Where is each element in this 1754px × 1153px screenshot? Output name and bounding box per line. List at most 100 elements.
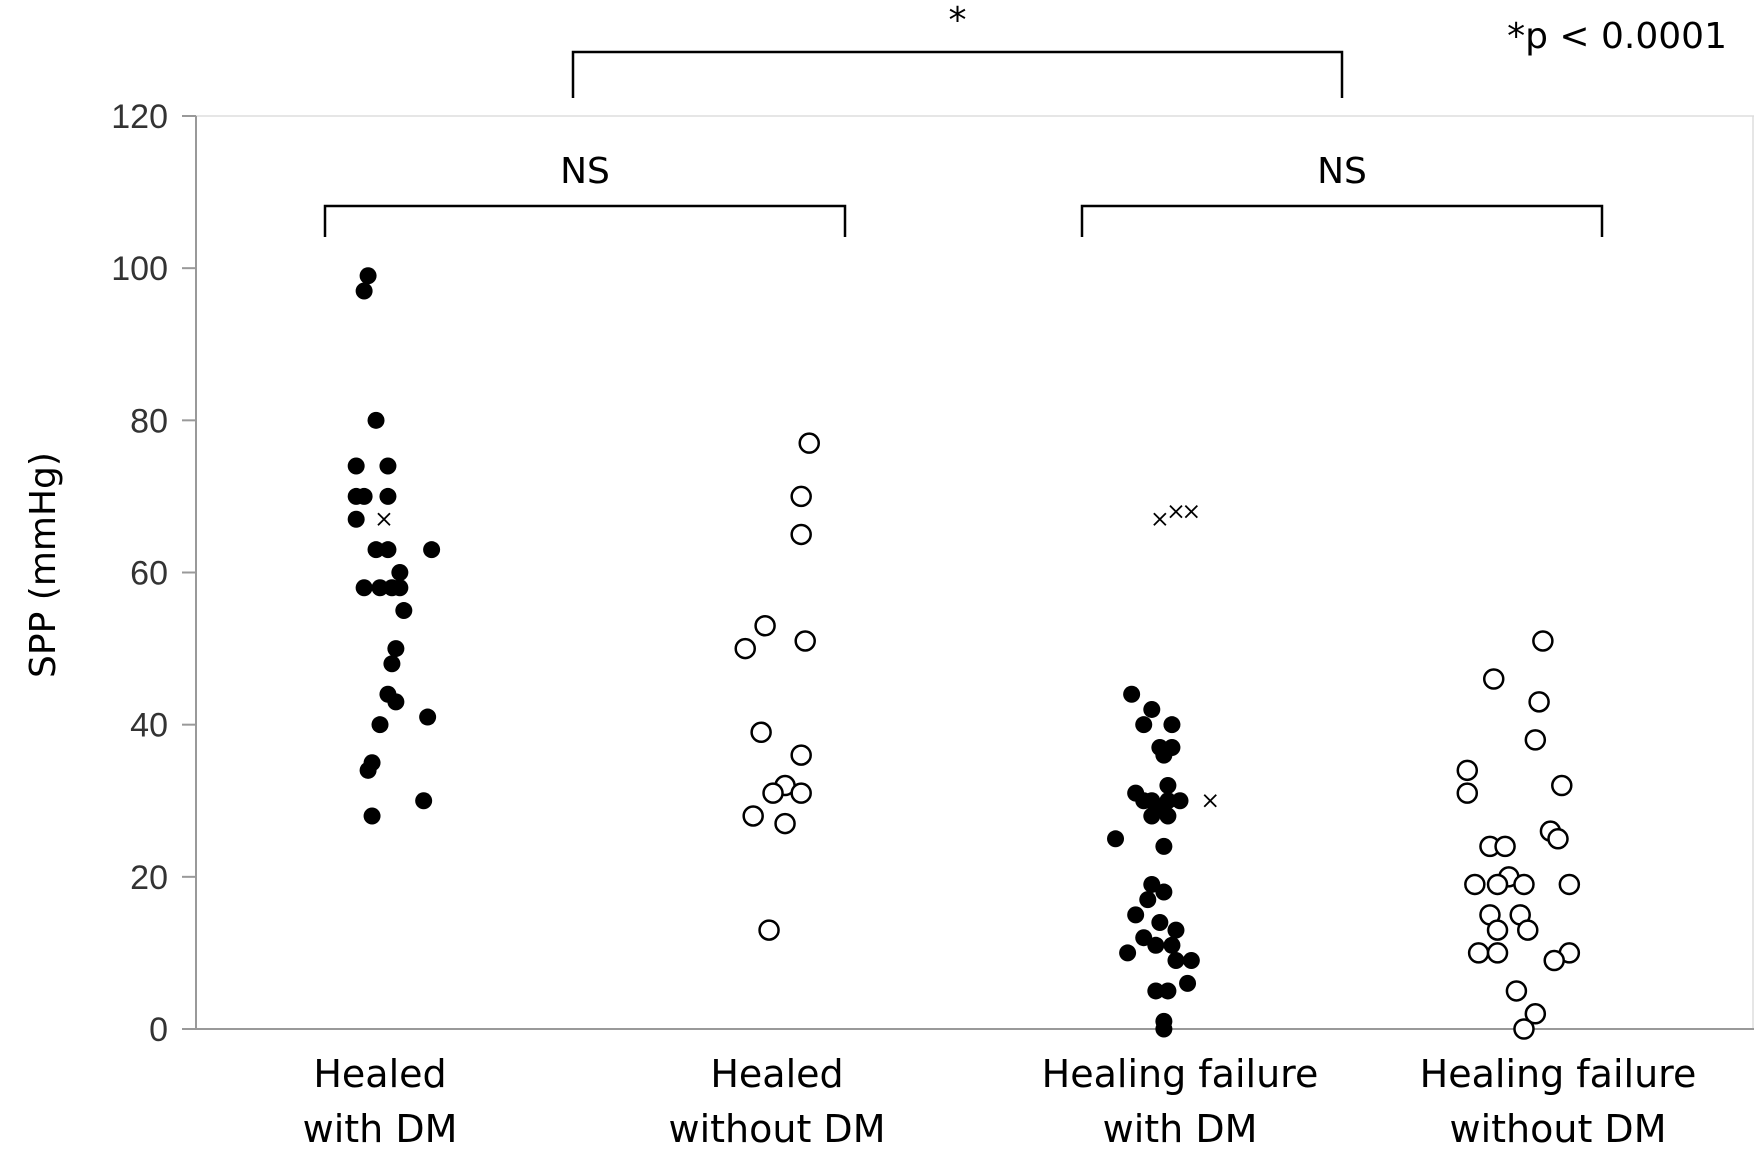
filled-point: [1135, 716, 1153, 734]
filled-point: [1155, 1020, 1173, 1038]
filled-point: [1139, 891, 1157, 909]
open-point: [1486, 919, 1509, 941]
open-point: [1558, 873, 1581, 896]
x-category-label-line1: Healing failure: [1042, 1052, 1319, 1096]
filled-point: [383, 655, 401, 673]
significance-bracket: [323, 204, 847, 237]
open-point: [1528, 691, 1550, 713]
filled-point: [1163, 936, 1181, 954]
open-point: [1494, 835, 1516, 858]
filled-point: [1151, 913, 1169, 931]
filled-point: [367, 541, 385, 559]
open-point: [774, 812, 796, 835]
filled-point: [359, 761, 377, 779]
filled-point: [1155, 746, 1173, 764]
y-axis: 0 20 40 60 80 100 120: [111, 98, 197, 1049]
filled-point: [1147, 982, 1165, 1000]
x-category-label-line2: without DM: [669, 1107, 886, 1151]
filled-point: [1159, 777, 1177, 795]
x-axis: Healed with DM Healed without DM Healing fai…: [196, 1028, 1754, 1151]
filled-point: [1143, 807, 1161, 825]
x-category-label-line2: with DM: [1103, 1107, 1258, 1151]
open-point: [1513, 1018, 1535, 1040]
filled-point: [1182, 952, 1200, 970]
significance-bracket: [571, 50, 1344, 98]
data-points: [347, 267, 1581, 1040]
significance-brackets: NS NS *: [323, 0, 1604, 237]
cross-point: [1184, 504, 1198, 519]
filled-point: [1155, 883, 1173, 901]
filled-point: [419, 708, 437, 726]
y-tick-label: 0: [149, 1011, 168, 1049]
filled-point: [1143, 700, 1161, 718]
open-point: [1543, 949, 1565, 972]
filled-point: [347, 510, 365, 528]
y-tick-label: 120: [111, 98, 168, 136]
x-category-label-line1: Healed: [313, 1052, 446, 1096]
cross-point: [377, 512, 391, 526]
filled-point: [391, 579, 409, 597]
filled-point: [1155, 837, 1173, 855]
filled-point: [387, 640, 405, 658]
open-point: [750, 721, 772, 744]
open-point: [1456, 782, 1479, 804]
open-point: [754, 615, 776, 637]
filled-point: [1179, 974, 1197, 992]
significance-label: NS: [1317, 151, 1367, 192]
open-point: [1467, 942, 1490, 964]
x-category-label-line1: Healed: [710, 1052, 843, 1096]
filled-point: [359, 267, 377, 285]
filled-point: [1107, 830, 1125, 848]
cross-stroke: [1184, 504, 1198, 519]
open-point: [1517, 919, 1539, 941]
filled-point: [1135, 929, 1153, 947]
cross-point: [1169, 504, 1183, 519]
plot-frame: [196, 115, 1754, 1029]
open-point: [798, 432, 820, 454]
y-tick-label: 40: [130, 707, 168, 745]
y-tick-label: 20: [130, 859, 168, 897]
filled-point: [1119, 944, 1137, 962]
x-category-label-line1: Healing failure: [1420, 1052, 1697, 1096]
open-point: [1482, 668, 1505, 690]
filled-point: [379, 457, 397, 475]
significance-label: *: [949, 0, 967, 41]
filled-point: [371, 716, 389, 734]
cross-stroke: [1153, 512, 1167, 526]
filled-point: [1167, 921, 1185, 939]
filled-point: [387, 693, 405, 711]
cross-stroke: [377, 512, 391, 526]
open-point: [1524, 729, 1547, 751]
p-value-note: *p < 0.0001: [1507, 16, 1727, 57]
filled-point: [355, 282, 373, 300]
open-point: [1486, 873, 1509, 896]
open-point: [742, 805, 764, 827]
open-point: [1456, 759, 1479, 782]
open-point: [1532, 630, 1554, 652]
cross-stroke: [1169, 504, 1183, 519]
open-point: [1524, 1003, 1547, 1025]
filled-point: [1171, 792, 1189, 810]
filled-point: [1159, 982, 1177, 1000]
cross-point: [1153, 512, 1167, 526]
open-point: [790, 523, 812, 546]
filled-point: [1135, 792, 1153, 810]
open-point: [1547, 828, 1569, 850]
open-point: [1551, 774, 1573, 797]
y-axis-label: SPP (mmHg): [23, 452, 64, 678]
filled-point: [391, 564, 409, 581]
filled-point: [379, 487, 397, 505]
open-point: [790, 485, 812, 508]
filled-point: [395, 602, 413, 620]
y-tick-label: 100: [111, 250, 168, 288]
open-point: [762, 782, 784, 804]
open-point: [1464, 873, 1486, 896]
filled-point: [371, 579, 389, 597]
filled-point: [1143, 875, 1161, 893]
open-point: [734, 637, 756, 660]
filled-point: [423, 541, 441, 559]
filled-point: [347, 457, 365, 475]
filled-point: [1127, 906, 1145, 924]
filled-point: [379, 541, 397, 559]
